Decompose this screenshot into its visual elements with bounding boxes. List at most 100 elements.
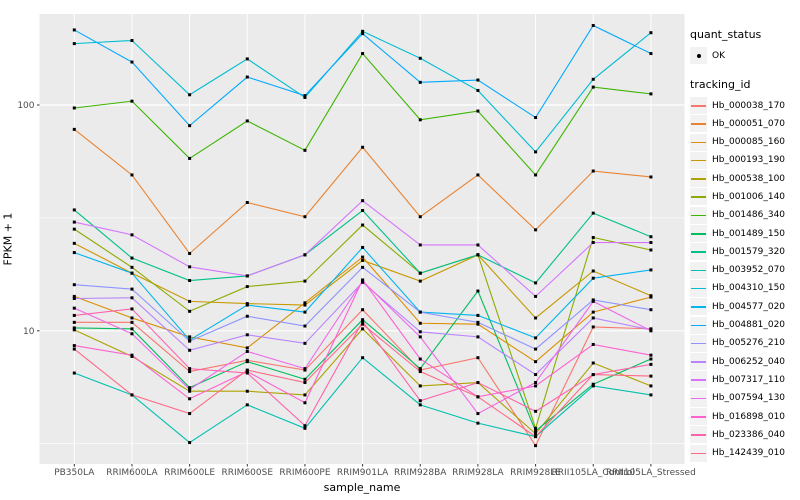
data-point (476, 412, 480, 416)
line-sample-icon (691, 105, 706, 107)
data-point (245, 403, 249, 407)
data-point (303, 377, 307, 381)
data-point (591, 211, 595, 215)
data-point (188, 156, 192, 160)
data-point (534, 384, 538, 388)
data-point (130, 271, 134, 275)
data-point (418, 335, 422, 339)
data-point (245, 201, 249, 205)
data-point (418, 80, 422, 84)
data-point (72, 313, 76, 317)
data-point (476, 335, 480, 339)
legend-entry-Hb_004881_020: Hb_004881_020 (690, 316, 800, 334)
x-tick-label: RRIM600PE (279, 468, 331, 478)
data-point (591, 382, 595, 386)
data-point (418, 279, 422, 283)
data-point (476, 109, 480, 113)
legend-key-Hb_001006_140 (690, 188, 707, 206)
legend-entry-label: Hb_000051_070 (712, 118, 786, 129)
legend-entry-ok-label: OK (712, 50, 725, 61)
data-point (361, 145, 365, 149)
data-point (418, 367, 422, 371)
data-point (591, 361, 595, 365)
line-sample-icon (691, 397, 706, 400)
legend-tracking-id-title: tracking_id (690, 78, 751, 91)
line-sample-icon (691, 361, 706, 363)
data-point (534, 116, 538, 120)
line-sample-icon (691, 324, 706, 327)
legend-entry-label: Hb_003952_070 (712, 265, 786, 276)
data-point (303, 94, 307, 98)
data-point (534, 426, 538, 430)
data-point (418, 271, 422, 275)
legend-key-Hb_023386_040 (690, 426, 707, 444)
data-point (303, 367, 307, 371)
line-sample-icon (691, 141, 706, 144)
plot-panel (39, 14, 685, 464)
data-point (534, 150, 538, 154)
data-point (130, 173, 134, 177)
legend-key-Hb_001579_320 (690, 243, 707, 261)
data-point (534, 432, 538, 436)
data-point (188, 299, 192, 303)
data-point (418, 215, 422, 219)
data-point (303, 324, 307, 328)
data-point (361, 322, 365, 326)
data-point (130, 99, 134, 103)
data-point (188, 335, 192, 339)
data-point (649, 374, 653, 378)
data-point (361, 29, 365, 33)
legend-entry-Hb_000085_160: Hb_000085_160 (690, 133, 800, 151)
data-point (245, 303, 249, 307)
legend-key-Hb_000051_070 (690, 115, 707, 133)
data-point (361, 308, 365, 312)
data-point (188, 367, 192, 371)
data-point (72, 371, 76, 375)
data-point (188, 339, 192, 343)
data-point (303, 401, 307, 405)
legend-entry-label: Hb_000538_100 (712, 173, 786, 184)
data-point (245, 274, 249, 278)
legend-entry-Hb_142439_010: Hb_142439_010 (690, 444, 800, 462)
data-point (245, 314, 249, 318)
data-point (72, 106, 76, 110)
line-sample-icon (691, 233, 706, 235)
legend-key-Hb_000038_170 (690, 97, 707, 114)
data-point (649, 175, 653, 179)
data-point (303, 95, 307, 99)
data-point (72, 283, 76, 287)
data-point (130, 256, 134, 260)
legend-entry-Hb_006252_040: Hb_006252_040 (690, 353, 800, 371)
x-axis-title: sample_name (323, 481, 401, 494)
data-point (476, 253, 480, 257)
legend-entry-label: Hb_007317_110 (712, 374, 786, 385)
x-tick-label: RRIM600SE (222, 468, 274, 478)
legend-key-Hb_007594_130 (690, 389, 707, 407)
data-point (591, 325, 595, 329)
data-point (418, 243, 422, 247)
data-point (303, 148, 307, 152)
data-point (245, 333, 249, 337)
data-point (361, 255, 365, 259)
legend-entry-label: Hb_016898_010 (712, 411, 786, 422)
legend-entry-label: Hb_004577_020 (712, 301, 786, 312)
data-point (591, 310, 595, 314)
data-point (649, 308, 653, 312)
data-point (649, 92, 653, 96)
legend-entry-Hb_001006_140: Hb_001006_140 (690, 188, 800, 206)
data-point (130, 353, 134, 357)
data-point (303, 215, 307, 219)
legend-entry-Hb_000193_190: Hb_000193_190 (690, 151, 800, 169)
data-point (534, 381, 538, 385)
data-point (591, 373, 595, 377)
line-sample-icon (691, 379, 706, 381)
legend-key-Hb_006252_040 (690, 353, 707, 371)
data-point (591, 85, 595, 89)
legend-entry-Hb_001579_320: Hb_001579_320 (690, 243, 800, 261)
data-point (591, 169, 595, 173)
data-point (418, 399, 422, 403)
data-point (476, 313, 480, 317)
data-point (591, 299, 595, 303)
legend-key-Hb_004310_150 (690, 279, 707, 297)
